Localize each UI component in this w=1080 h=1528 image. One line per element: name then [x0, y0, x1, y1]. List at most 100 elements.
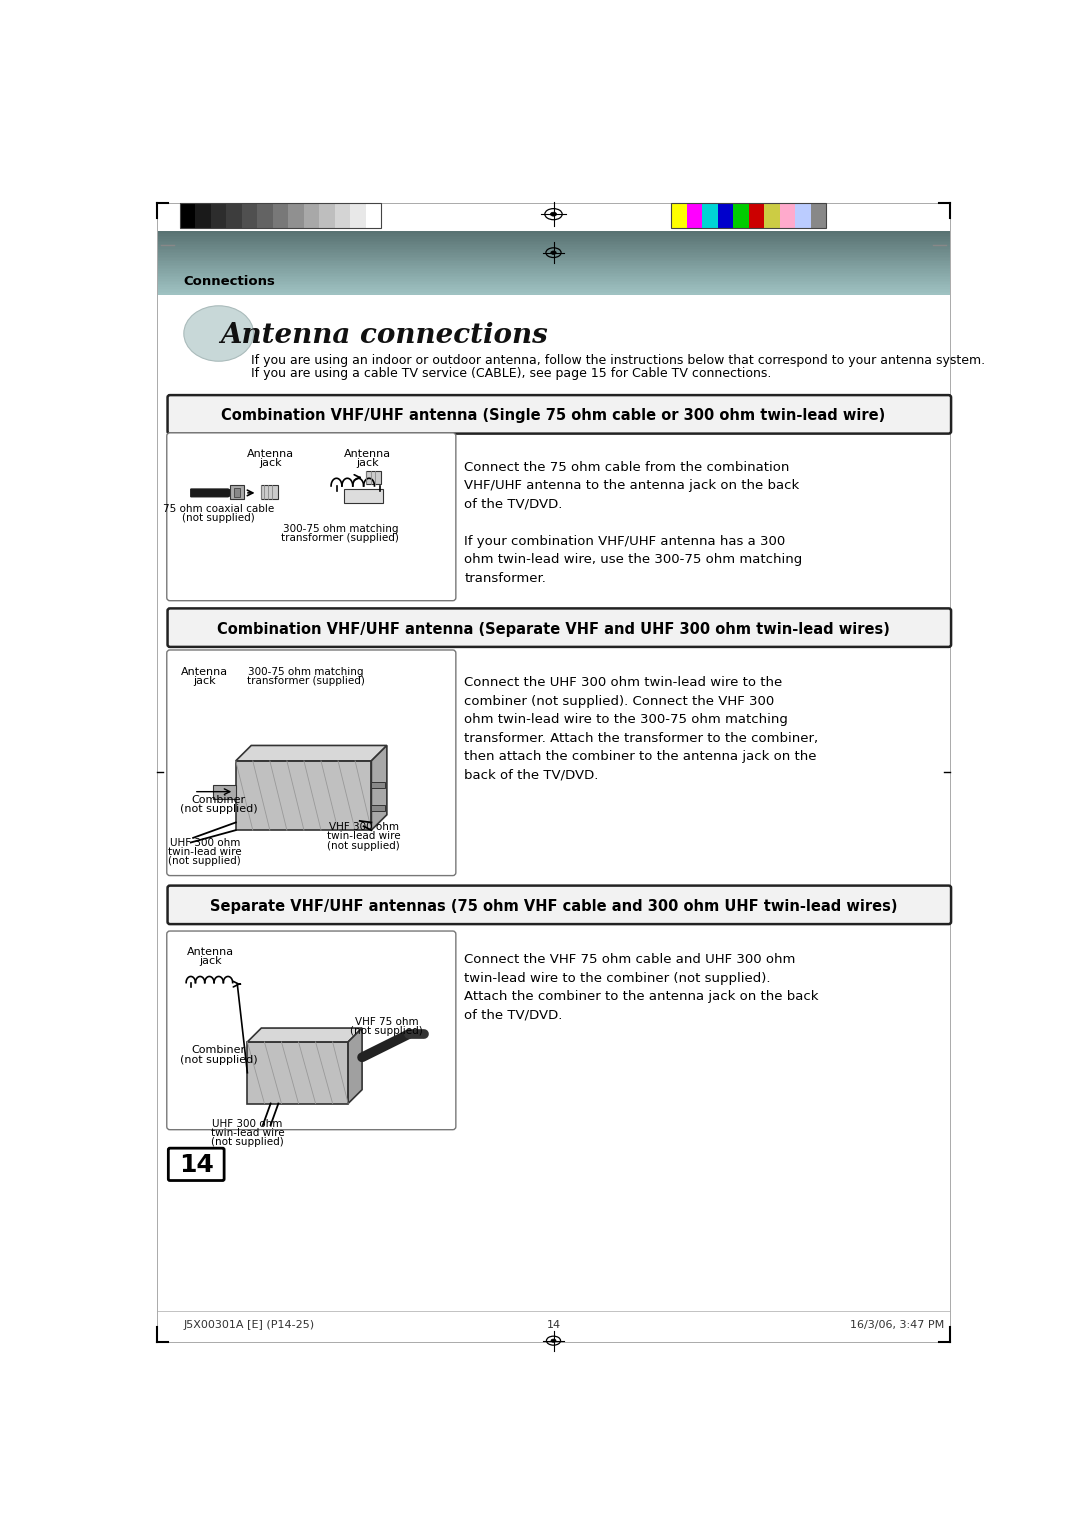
Text: Connections: Connections [183, 275, 275, 289]
Bar [366, 471, 381, 484]
Bar [157, 270, 950, 272]
Bar [157, 289, 950, 290]
Bar [157, 260, 950, 261]
Bar [320, 203, 335, 228]
Bar [157, 280, 950, 281]
Text: (not supplied): (not supplied) [180, 804, 257, 814]
Text: twin-lead wire: twin-lead wire [211, 1128, 284, 1138]
Bar [157, 251, 950, 252]
Text: J5X00301A [E] (P14-25): J5X00301A [E] (P14-25) [183, 1320, 314, 1331]
Bar [157, 249, 950, 251]
Bar [795, 203, 811, 228]
Bar [157, 284, 950, 286]
Bar [780, 203, 795, 228]
Text: Antenna connections: Antenna connections [220, 321, 548, 348]
Text: Combiner: Combiner [191, 1045, 246, 1056]
Bar [273, 203, 288, 228]
Ellipse shape [551, 212, 556, 215]
Polygon shape [191, 489, 235, 497]
Polygon shape [235, 746, 387, 761]
Bar [733, 203, 748, 228]
Bar [157, 269, 950, 270]
Bar [157, 287, 950, 289]
Text: If you are using an indoor or outdoor antenna, follow the instructions below tha: If you are using an indoor or outdoor an… [252, 354, 985, 367]
Bar [227, 203, 242, 228]
Bar [157, 248, 950, 249]
Bar [157, 267, 950, 269]
Text: jack: jack [356, 458, 379, 468]
Bar [230, 486, 243, 500]
Polygon shape [372, 746, 387, 830]
Text: Combination VHF/UHF antenna (Single 75 ohm cable or 300 ohm twin-lead wire): Combination VHF/UHF antenna (Single 75 o… [221, 408, 886, 423]
Text: jack: jack [193, 675, 216, 686]
Text: 300-75 ohm matching: 300-75 ohm matching [247, 666, 363, 677]
Bar [157, 255, 950, 257]
Bar [157, 243, 950, 244]
Text: Connect the VHF 75 ohm cable and UHF 300 ohm
twin-lead wire to the combiner (not: Connect the VHF 75 ohm cable and UHF 300… [464, 953, 819, 1022]
Bar [157, 264, 950, 266]
Text: 16/3/06, 3:47 PM: 16/3/06, 3:47 PM [850, 1320, 944, 1331]
Polygon shape [235, 761, 372, 830]
Ellipse shape [551, 251, 556, 254]
FancyBboxPatch shape [166, 432, 456, 601]
Text: (not supplied): (not supplied) [351, 1027, 423, 1036]
Bar [372, 805, 386, 811]
Text: transformer (supplied): transformer (supplied) [246, 675, 364, 686]
Bar [195, 203, 211, 228]
FancyBboxPatch shape [166, 649, 456, 876]
Text: (not supplied): (not supplied) [327, 840, 400, 851]
Polygon shape [247, 1042, 348, 1103]
Text: UHF 300 ohm: UHF 300 ohm [170, 837, 240, 848]
Bar [350, 203, 366, 228]
Text: Separate VHF/UHF antennas (75 ohm VHF cable and 300 ohm UHF twin-lead wires): Separate VHF/UHF antennas (75 ohm VHF ca… [210, 898, 897, 914]
Polygon shape [348, 1028, 362, 1103]
Text: Antenna: Antenna [181, 666, 228, 677]
Text: Antenna: Antenna [188, 947, 234, 957]
Text: twin-lead wire: twin-lead wire [327, 831, 401, 842]
Bar [257, 203, 273, 228]
Text: 300-75 ohm matching: 300-75 ohm matching [283, 524, 399, 535]
Bar [260, 486, 278, 500]
Bar [157, 266, 950, 267]
Text: VHF 75 ohm: VHF 75 ohm [355, 1018, 419, 1027]
Text: Combiner: Combiner [191, 795, 246, 805]
Text: 75 ohm coaxial cable: 75 ohm coaxial cable [163, 504, 274, 513]
FancyBboxPatch shape [167, 886, 951, 924]
FancyBboxPatch shape [167, 608, 951, 646]
Bar [211, 203, 227, 228]
FancyBboxPatch shape [167, 396, 951, 434]
Bar [157, 278, 950, 280]
Bar [366, 203, 381, 228]
Bar [157, 244, 950, 246]
Bar [718, 203, 733, 228]
Bar [157, 235, 950, 237]
Bar [157, 254, 950, 255]
FancyBboxPatch shape [166, 931, 456, 1129]
Text: (not supplied): (not supplied) [183, 513, 255, 524]
Bar [180, 203, 381, 228]
Text: (not supplied): (not supplied) [211, 1137, 284, 1148]
Text: If you are using a cable TV service (CABLE), see page 15 for Cable TV connection: If you are using a cable TV service (CAB… [252, 367, 771, 380]
Bar [157, 283, 950, 284]
Bar [372, 782, 386, 788]
Ellipse shape [551, 1339, 556, 1342]
Bar [157, 237, 950, 238]
Text: transformer (supplied): transformer (supplied) [282, 533, 400, 544]
Bar [157, 292, 950, 293]
Text: jack: jack [200, 957, 222, 966]
Bar [213, 785, 235, 799]
Bar [157, 281, 950, 283]
Text: VHF 300 ohm: VHF 300 ohm [328, 822, 399, 833]
Ellipse shape [184, 306, 254, 361]
Text: UHF 300 ohm: UHF 300 ohm [212, 1118, 283, 1129]
Bar [345, 489, 383, 503]
Bar [157, 232, 950, 234]
Bar [157, 261, 950, 263]
Bar [157, 274, 950, 277]
Bar [765, 203, 780, 228]
Bar [180, 203, 195, 228]
Text: 14: 14 [546, 1320, 561, 1331]
Bar [157, 231, 950, 232]
Bar [157, 252, 950, 254]
Bar [748, 203, 765, 228]
